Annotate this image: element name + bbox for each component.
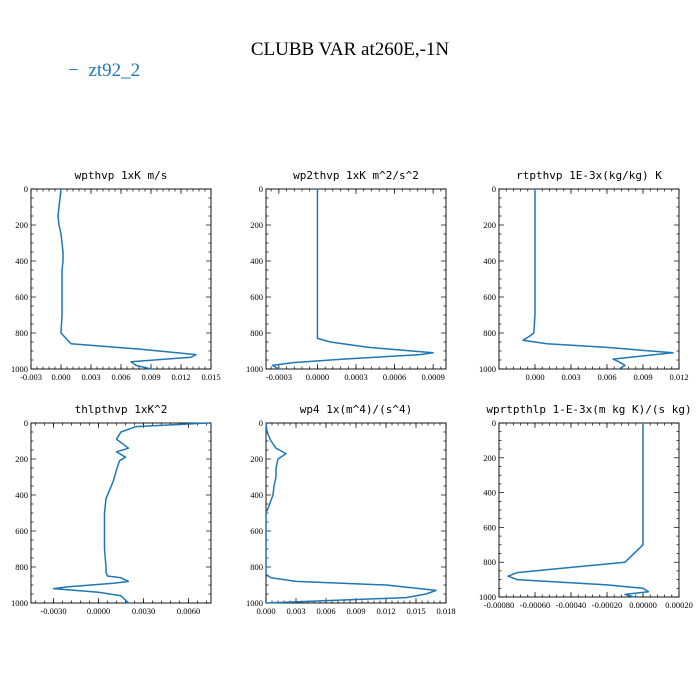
- y-tick-label: 400: [15, 256, 28, 266]
- x-tick-label: 0.012: [669, 372, 688, 382]
- x-tick-label: 0.012: [171, 372, 190, 382]
- x-tick-label: 0.015: [201, 372, 220, 382]
- y-tick-label: 1000: [246, 598, 263, 608]
- y-tick-label: 200: [250, 454, 263, 464]
- y-tick-label: 800: [483, 328, 496, 338]
- x-tick-label: 0.000: [256, 606, 275, 616]
- y-tick-label: 400: [15, 490, 28, 500]
- legend-symbol: −: [68, 60, 79, 81]
- panel-title: wp2thvp 1xK m^2/s^2: [293, 169, 419, 182]
- legend-label: zt92_2: [88, 60, 140, 81]
- legend: − zt92_2: [68, 60, 140, 81]
- y-tick-label: 800: [15, 328, 28, 338]
- series-line: [57, 188, 197, 370]
- y-tick-label: 1000: [11, 364, 28, 374]
- x-tick-label: 0.0009: [421, 372, 444, 382]
- series-line: [271, 188, 434, 370]
- y-tick-label: 600: [250, 292, 263, 302]
- panel-title: wprtpthlp 1-E-3x(m kg K)/(s kg): [486, 403, 691, 416]
- x-tick-label: 0.003: [561, 372, 580, 382]
- y-tick-label: 800: [483, 557, 496, 567]
- x-tick-label: 0.0006: [383, 372, 406, 382]
- y-tick-label: 600: [483, 522, 496, 532]
- x-tick-label: 0.0030: [132, 606, 155, 616]
- y-tick-label: 600: [483, 292, 496, 302]
- y-tick-label: 800: [250, 328, 263, 338]
- y-tick-label: 0: [259, 184, 263, 194]
- y-tick-label: 1000: [11, 598, 28, 608]
- y-tick-label: 200: [483, 453, 496, 463]
- y-tick-label: 800: [15, 562, 28, 572]
- x-tick-label: 0.0003: [344, 372, 367, 382]
- x-tick-label: -0.0030: [40, 606, 66, 616]
- plot-frame: [498, 422, 680, 598]
- x-tick-label: 0.006: [597, 372, 616, 382]
- y-tick-label: 600: [250, 526, 263, 536]
- plot-frame: [265, 188, 447, 370]
- y-tick-label: 200: [15, 220, 28, 230]
- x-tick-label: 0.015: [406, 606, 425, 616]
- x-tick-label: -0.00020: [592, 600, 622, 610]
- x-tick-label: 0.006: [316, 606, 335, 616]
- panel-6: wprtpthlp 1-E-3x(m kg K)/(s kg)-0.00080-…: [479, 403, 693, 610]
- series-line: [507, 422, 650, 598]
- panel-5: wp4 1x(m^4)/(s^4) 0.000 0.003 0.006 0.009 0.0…: [246, 403, 456, 616]
- y-tick-label: 800: [250, 562, 263, 572]
- x-tick-label: 0.012: [376, 606, 395, 616]
- y-tick-label: 1000: [479, 364, 496, 374]
- y-tick-label: 600: [15, 526, 28, 536]
- y-tick-label: 0: [492, 418, 496, 428]
- x-tick-label: 0.018: [436, 606, 455, 616]
- panel-3: rtpthvp 1E-3x(kg/kg) K 0.000 0.003 0.006 0.0…: [479, 169, 689, 382]
- y-tick-label: 1000: [246, 364, 263, 374]
- y-tick-label: 400: [483, 488, 496, 498]
- x-tick-label: -0.0003: [266, 372, 292, 382]
- x-tick-label: -0.00060: [520, 600, 550, 610]
- x-tick-label: 0.009: [141, 372, 160, 382]
- panel-title: rtpthvp 1E-3x(kg/kg) K: [516, 169, 662, 182]
- x-tick-label: 0.000: [51, 372, 70, 382]
- x-tick-label: -0.003: [20, 372, 42, 382]
- panel-2: wp2thvp 1xK m^2/s^2 -0.0003 0.0000 0.0003 0.…: [246, 169, 447, 382]
- y-tick-label: 400: [483, 256, 496, 266]
- x-tick-label: 0.00000: [629, 600, 657, 610]
- series-line: [522, 188, 674, 370]
- x-tick-label: -0.00080: [484, 600, 514, 610]
- y-tick-label: 400: [250, 256, 263, 266]
- y-tick-label: 0: [259, 418, 263, 428]
- panel-4: thlpthvp 1xK^2 -0.0030 0.0000 0.0030 0.0060 0…: [11, 403, 212, 616]
- y-tick-label: 1000: [479, 592, 496, 602]
- y-tick-label: 0: [24, 418, 28, 428]
- legend-entry: − zt92_2: [68, 60, 140, 81]
- x-tick-label: 0.006: [111, 372, 130, 382]
- x-tick-label: 0.003: [286, 606, 305, 616]
- y-tick-label: 200: [15, 454, 28, 464]
- plot-frame: [498, 188, 680, 370]
- panel-title: wp4 1x(m^4)/(s^4): [300, 403, 413, 416]
- figure-title: CLUBB VAR at260E,-1N: [251, 39, 450, 60]
- x-tick-label: 0.009: [633, 372, 652, 382]
- panel-title: thlpthvp 1xK^2: [75, 403, 168, 416]
- series-line: [52, 422, 209, 604]
- y-tick-label: 400: [250, 490, 263, 500]
- y-tick-label: 0: [24, 184, 28, 194]
- plot-frame: [265, 422, 447, 604]
- panel-title: wpthvp 1xK m/s: [75, 169, 168, 182]
- panel-grid: wpthvp 1xK m/s -0.003 0.000 0.003 0.006 0.009…: [11, 169, 693, 616]
- y-tick-label: 200: [483, 220, 496, 230]
- y-tick-label: 600: [15, 292, 28, 302]
- x-tick-label: 0.00020: [665, 600, 693, 610]
- x-tick-label: 0.009: [346, 606, 365, 616]
- y-tick-label: 200: [250, 220, 263, 230]
- x-tick-label: 0.0000: [306, 372, 329, 382]
- x-tick-label: 0.0060: [177, 606, 200, 616]
- x-tick-label: -0.00040: [556, 600, 586, 610]
- series-line: [265, 422, 437, 604]
- x-tick-label: 0.0000: [87, 606, 110, 616]
- y-tick-label: 0: [492, 184, 496, 194]
- panel-1: wpthvp 1xK m/s -0.003 0.000 0.003 0.006 0.009…: [11, 169, 221, 382]
- x-tick-label: 0.000: [525, 372, 544, 382]
- x-tick-label: 0.003: [81, 372, 100, 382]
